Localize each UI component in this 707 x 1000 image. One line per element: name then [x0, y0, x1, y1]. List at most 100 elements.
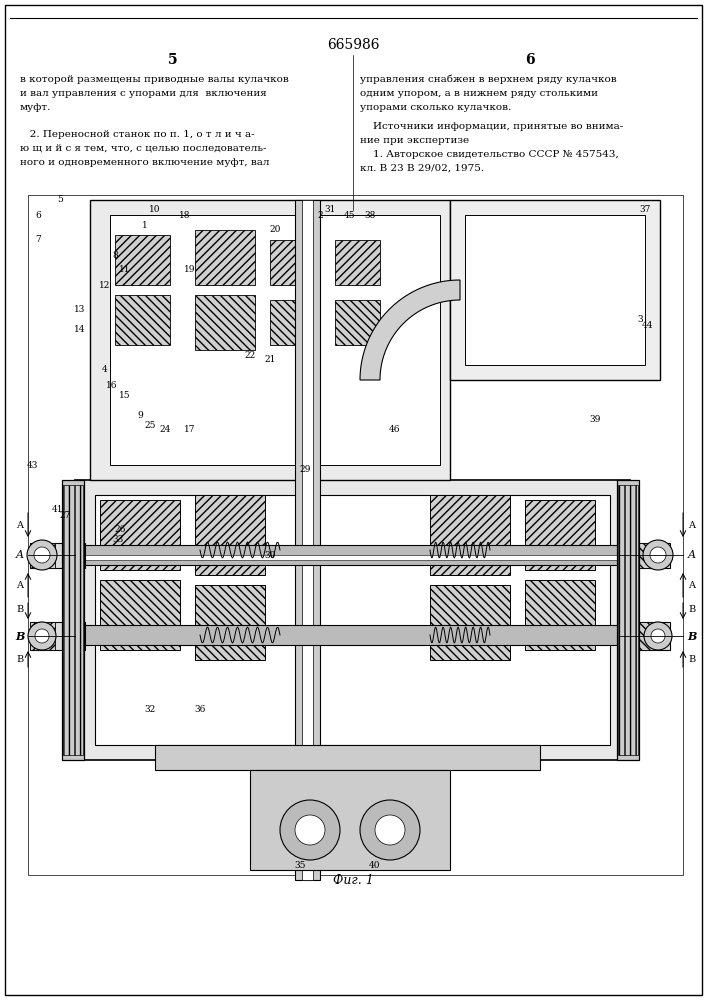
Text: 10: 10: [149, 206, 160, 215]
Text: 36: 36: [194, 706, 206, 714]
Text: 11: 11: [119, 265, 131, 274]
Text: муфт.: муфт.: [20, 103, 52, 112]
Bar: [465, 215, 645, 365]
Text: 13: 13: [74, 306, 86, 314]
Text: 25: 25: [144, 420, 156, 430]
Text: 1: 1: [142, 221, 148, 230]
Text: и вал управления с упорами для  включения: и вал управления с упорами для включения: [20, 89, 267, 98]
Text: 46: 46: [390, 426, 401, 434]
Bar: [450, 200, 660, 380]
Text: Источники информации, принятые во внима-: Источники информации, принятые во внима-: [360, 122, 624, 131]
Text: 19: 19: [185, 265, 196, 274]
Text: B: B: [16, 631, 25, 642]
Text: A: A: [689, 580, 696, 589]
Bar: [620, 622, 670, 650]
Text: 2. Переносной станок по п. 1, о т л и ч а-: 2. Переносной станок по п. 1, о т л и ч …: [20, 130, 255, 139]
Bar: [618, 485, 638, 755]
Text: A: A: [16, 520, 23, 530]
Text: управления снабжен в верхнем ряду кулачков: управления снабжен в верхнем ряду кулачк…: [360, 75, 617, 85]
Text: B: B: [687, 631, 696, 642]
Text: 9: 9: [137, 410, 143, 420]
Circle shape: [644, 622, 672, 650]
Text: кл. В 23 В 29/02, 1975.: кл. В 23 В 29/02, 1975.: [360, 164, 484, 173]
Text: 3: 3: [637, 316, 643, 324]
Text: 32: 32: [144, 706, 156, 714]
Circle shape: [650, 547, 666, 563]
Text: упорами сколько кулачков.: упорами сколько кулачков.: [360, 103, 511, 112]
Text: 8: 8: [112, 250, 118, 259]
Text: 39: 39: [590, 416, 601, 424]
Bar: [430, 495, 510, 575]
Text: Фиг. 1: Фиг. 1: [332, 874, 373, 886]
Bar: [270, 300, 320, 345]
Bar: [28, 195, 683, 875]
Text: 14: 14: [74, 326, 86, 334]
Bar: [270, 240, 320, 285]
Text: 7: 7: [35, 235, 41, 244]
Circle shape: [375, 815, 405, 845]
Bar: [110, 215, 440, 465]
Text: 15: 15: [119, 390, 131, 399]
Bar: [195, 585, 265, 660]
Bar: [295, 200, 320, 880]
Bar: [100, 580, 180, 650]
Bar: [335, 240, 380, 285]
Bar: [195, 230, 255, 285]
Circle shape: [27, 540, 57, 570]
Text: 38: 38: [364, 211, 375, 220]
Circle shape: [35, 629, 49, 643]
Bar: [155, 745, 540, 770]
Bar: [30, 543, 55, 568]
Bar: [75, 545, 630, 565]
Bar: [195, 295, 255, 350]
Text: B: B: [689, 605, 696, 614]
Bar: [302, 200, 313, 880]
Text: 17: 17: [185, 426, 196, 434]
Text: A: A: [689, 520, 696, 530]
Text: 40: 40: [369, 860, 381, 869]
Bar: [525, 500, 595, 570]
Bar: [75, 480, 630, 760]
Text: A: A: [688, 550, 696, 560]
Bar: [635, 543, 660, 568]
Text: 27: 27: [59, 510, 71, 520]
Text: одним упором, а в нижнем ряду столькими: одним упором, а в нижнем ряду столькими: [360, 89, 598, 98]
Text: 20: 20: [269, 226, 281, 234]
Text: 22: 22: [245, 351, 256, 360]
Text: 44: 44: [642, 320, 654, 330]
Circle shape: [643, 540, 673, 570]
Bar: [75, 555, 630, 560]
Bar: [30, 622, 85, 650]
Text: 24: 24: [159, 426, 170, 434]
Bar: [115, 295, 170, 345]
Bar: [250, 770, 450, 870]
Text: 5: 5: [57, 196, 63, 205]
Circle shape: [34, 547, 50, 563]
Circle shape: [360, 800, 420, 860]
Text: 6: 6: [35, 211, 41, 220]
Text: B: B: [689, 656, 696, 664]
Bar: [63, 485, 83, 755]
Text: B: B: [16, 656, 23, 664]
Circle shape: [280, 800, 340, 860]
Bar: [195, 495, 265, 575]
Text: 26: 26: [115, 526, 126, 534]
Bar: [90, 200, 450, 480]
Text: A: A: [16, 550, 24, 560]
Text: A: A: [16, 580, 23, 589]
Text: в которой размещены приводные валы кулачков: в которой размещены приводные валы кулач…: [20, 75, 288, 84]
Circle shape: [28, 622, 56, 650]
Text: 31: 31: [325, 206, 336, 215]
Bar: [100, 500, 180, 570]
Text: 45: 45: [344, 211, 356, 220]
Text: 665986: 665986: [327, 38, 379, 52]
Bar: [525, 580, 595, 650]
Text: ного и одновременного включение муфт, вал: ного и одновременного включение муфт, ва…: [20, 158, 269, 167]
Text: 21: 21: [264, 356, 276, 364]
Bar: [62, 480, 84, 760]
Bar: [30, 622, 55, 650]
Bar: [635, 622, 660, 650]
Bar: [30, 543, 85, 568]
Bar: [75, 625, 630, 645]
Text: 35: 35: [294, 860, 305, 869]
